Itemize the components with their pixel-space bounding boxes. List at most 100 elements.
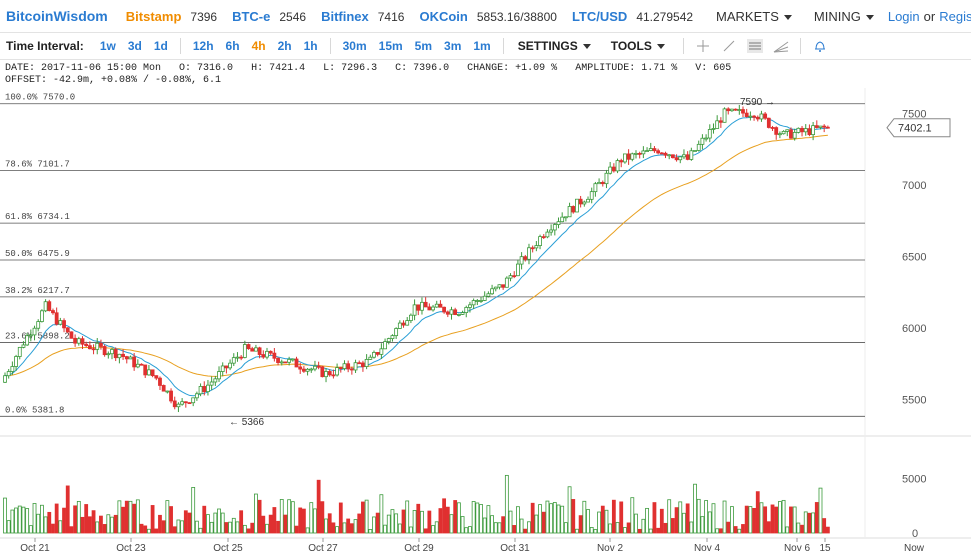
volume-bar	[468, 526, 472, 534]
interval-1w[interactable]: 1w	[99, 39, 116, 53]
login-link[interactable]: Login	[887, 8, 920, 24]
exchange-bitstamp[interactable]: Bitstamp 7396	[126, 9, 217, 24]
interval-3m[interactable]: 3m	[444, 39, 462, 53]
volume-bar	[493, 522, 498, 534]
exchange-ltcusd[interactable]: LTC/USD 41.279542	[572, 9, 693, 24]
candle-body	[682, 154, 686, 158]
volume-bar	[154, 528, 159, 534]
candle-body	[397, 322, 402, 329]
price-chart[interactable]: 100.0% 7570.0 78.6% 7101.7 61.8% 6734.1 50.…	[0, 88, 971, 556]
volume-bar	[342, 522, 347, 534]
volume-bar	[641, 518, 646, 534]
candle-body	[17, 346, 22, 357]
candle-body	[578, 198, 583, 205]
candle-body	[335, 367, 340, 376]
candle-body	[567, 206, 572, 218]
volume-bar	[552, 502, 557, 534]
candle-body	[704, 137, 708, 140]
candle-body	[158, 377, 162, 386]
brand-logo[interactable]: BitcoinWisdom	[6, 8, 108, 24]
candle-body	[364, 358, 369, 367]
candle-body	[626, 153, 631, 160]
candle-body	[796, 127, 801, 133]
candle-body	[825, 126, 830, 129]
candle-body	[715, 120, 720, 129]
bell-icon[interactable]	[809, 36, 831, 56]
interval-2h[interactable]: 2h	[277, 39, 292, 53]
volume-bar	[69, 526, 74, 534]
volume-bar	[54, 503, 59, 534]
interval-4h[interactable]: 4h	[251, 39, 266, 53]
candle-body	[28, 334, 33, 337]
candle-body	[25, 335, 30, 346]
candle-body	[198, 386, 203, 395]
mining-menu[interactable]: MINING	[814, 9, 874, 24]
info-date: DATE: 2017-11-06 15:00 Mon	[5, 63, 162, 74]
candle-body	[150, 369, 155, 377]
interval-15m[interactable]: 15m	[378, 39, 403, 53]
volume-bar	[250, 522, 255, 534]
volume-bar	[560, 505, 565, 534]
candle-body	[379, 348, 384, 355]
volume-bar	[678, 501, 683, 534]
interval-5m[interactable]: 5m	[414, 39, 433, 53]
candle-body	[110, 349, 114, 355]
candle-body	[36, 321, 41, 329]
candle-body	[759, 113, 764, 120]
crosshair-icon[interactable]	[692, 36, 714, 56]
volume-bar	[390, 509, 395, 534]
interval-12h[interactable]: 12h	[192, 39, 214, 53]
candle-body	[408, 314, 413, 321]
volume-bar	[191, 487, 196, 534]
volume-bar	[364, 499, 369, 534]
candle-body	[741, 109, 745, 114]
interval-1h[interactable]: 1h	[303, 39, 318, 53]
settings-menu[interactable]: SETTINGS	[518, 39, 591, 53]
hlines-icon[interactable]	[744, 36, 766, 56]
candle-body	[346, 363, 351, 370]
volume-bar	[405, 500, 410, 534]
chevron-down-icon	[656, 44, 665, 50]
toolbar-divider	[179, 38, 181, 54]
volume-bar	[102, 524, 107, 534]
tools-menu[interactable]: TOOLS	[611, 39, 665, 53]
interval-6h[interactable]: 6h	[225, 39, 240, 53]
exchange-name[interactable]: Bitstamp	[125, 8, 182, 24]
exchange-bitfinex[interactable]: Bitfinex 7416	[321, 9, 404, 24]
candle-body	[803, 128, 808, 133]
exchange-name[interactable]: BTC-e	[232, 8, 271, 24]
interval-1m[interactable]: 1m	[473, 39, 491, 53]
markets-menu[interactable]: MARKETS	[716, 9, 792, 24]
candle-body	[696, 143, 701, 151]
volume-bar	[670, 518, 675, 534]
volume-bar	[276, 520, 280, 534]
line-icon[interactable]	[718, 36, 740, 56]
exchange-name[interactable]: LTC/USD	[571, 8, 628, 24]
volume-bar	[6, 520, 11, 534]
volume-bar	[361, 501, 365, 534]
volume-bar	[475, 502, 480, 534]
exchange-okcoin[interactable]: OKCoin 5853.16/38800	[419, 9, 556, 24]
candle-body	[51, 310, 55, 314]
register-link[interactable]: Register	[939, 8, 971, 24]
exchange-name[interactable]: Bitfinex	[321, 8, 369, 24]
candle-body	[143, 364, 148, 376]
volume-bar	[571, 499, 576, 534]
exchange-name[interactable]: OKCoin	[419, 8, 468, 24]
volume-bar	[224, 522, 229, 534]
exchange-btce[interactable]: BTC-e 2546	[232, 9, 306, 24]
volume-bar	[822, 518, 827, 534]
volume-bar	[349, 523, 354, 534]
volume-bar	[416, 503, 421, 534]
interval-1d[interactable]: 1d	[153, 39, 168, 53]
interval-3d[interactable]: 3d	[127, 39, 142, 53]
interval-30m[interactable]: 30m	[342, 39, 367, 53]
volume-bar	[715, 528, 720, 534]
volume-bar	[394, 513, 399, 534]
volume-bar	[265, 523, 269, 534]
volume-bar	[25, 508, 30, 534]
candle-body	[641, 150, 646, 155]
candle-body	[560, 216, 565, 223]
fan-icon[interactable]	[770, 36, 792, 56]
chart-toolbar: Time Interval: 1w 3d 1d 12h 6h 4h 2h 1h 30m 15m 5m 3…	[0, 33, 971, 60]
